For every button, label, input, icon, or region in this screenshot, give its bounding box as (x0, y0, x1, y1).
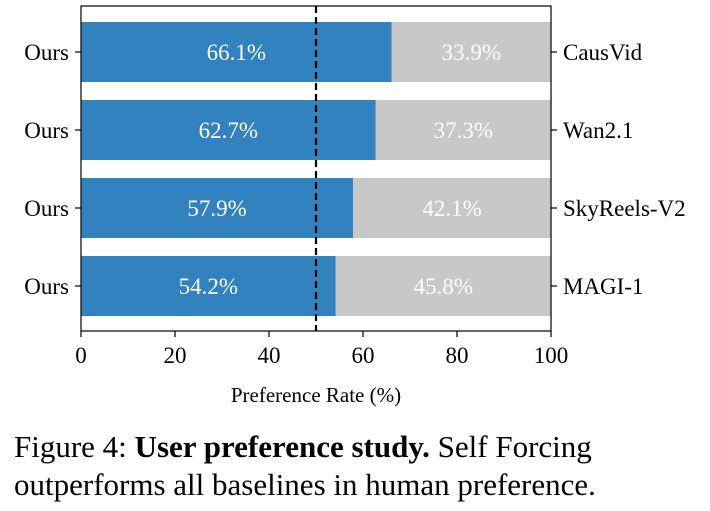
right-label-3: MAGI-1 (563, 274, 644, 299)
bar-baseline-3 (335, 256, 551, 316)
bar-label-baseline-1: 37.3% (434, 118, 493, 143)
figure-caption: Figure 4: User preference study. Self Fo… (14, 428, 704, 504)
bar-ours-0 (81, 22, 392, 82)
bar-baseline-0 (391, 22, 551, 82)
right-label-1: Wan2.1 (563, 118, 633, 143)
left-label-1: Ours (24, 118, 69, 143)
x-tick-label-2: 40 (258, 343, 281, 368)
bar-label-baseline-0: 33.9% (442, 40, 501, 65)
plot-frame (80, 5, 552, 332)
bar-label-ours-1: 62.7% (199, 118, 258, 143)
bar-label-ours-2: 57.9% (187, 196, 246, 221)
x-tick-label-5: 100 (534, 343, 569, 368)
x-tick-label-0: 0 (75, 343, 87, 368)
caption-prefix: Figure 4: (14, 429, 135, 464)
left-label-3: Ours (24, 274, 69, 299)
x-axis-label: Preference Rate (%) (231, 383, 401, 407)
left-label-2: Ours (24, 196, 69, 221)
bar-ours-1 (81, 100, 376, 160)
bar-ours-3 (81, 256, 336, 316)
caption-rest: Self Forcing outperforms all baselines i… (14, 429, 596, 502)
x-tick-label-1: 20 (164, 343, 187, 368)
caption-bold: User preference study. (134, 429, 430, 464)
bar-label-baseline-2: 42.1% (422, 196, 481, 221)
x-tick-label-3: 60 (352, 343, 375, 368)
bar-label-ours-0: 66.1% (207, 40, 266, 65)
bar-baseline-2 (353, 178, 551, 238)
bar-label-ours-3: 54.2% (179, 274, 238, 299)
right-label-2: SkyReels-V2 (563, 196, 686, 221)
x-tick-label-4: 80 (446, 343, 469, 368)
bar-baseline-1 (375, 100, 551, 160)
right-label-0: CausVid (563, 40, 643, 65)
left-label-0: Ours (24, 40, 69, 65)
bar-ours-2 (81, 178, 354, 238)
preference-chart: 66.1% 33.9% Ours CausVid 62.7% 37.3% Ours Wan2.… (24, 5, 686, 407)
bar-label-baseline-3: 45.8% (414, 274, 473, 299)
